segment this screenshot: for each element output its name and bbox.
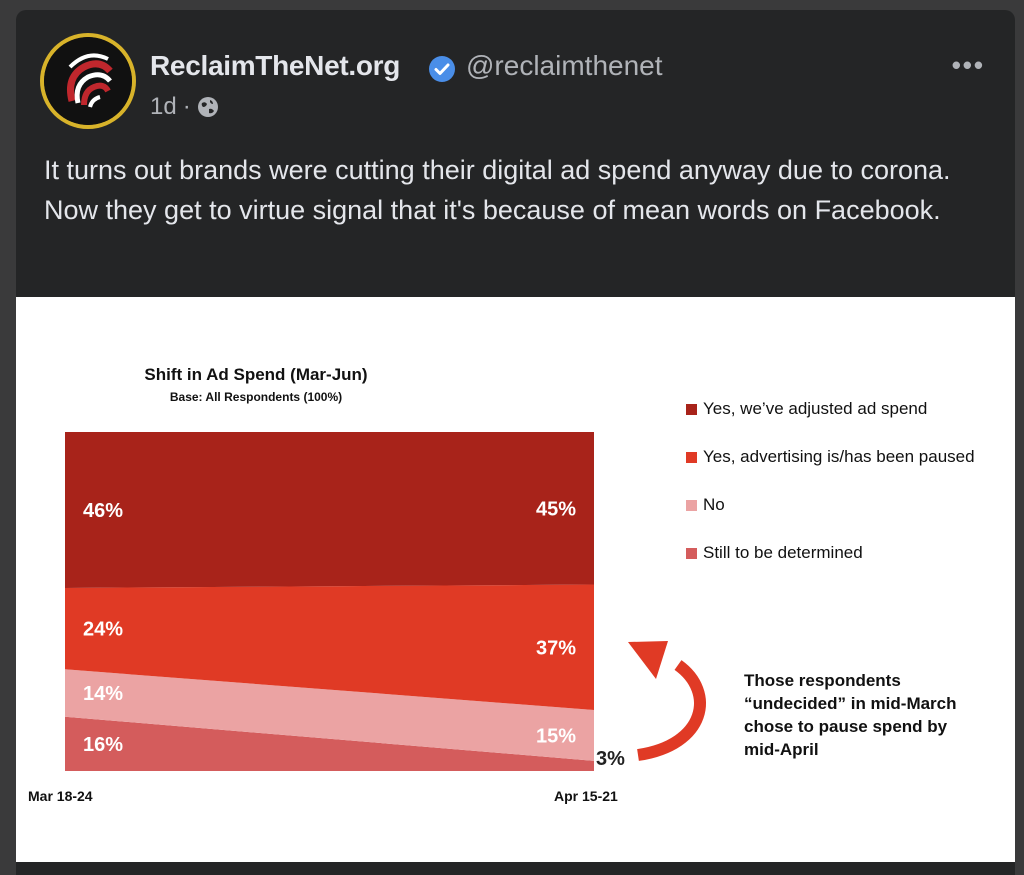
legend-swatch bbox=[686, 499, 697, 511]
arrow-head-icon bbox=[628, 641, 668, 679]
data-label: 3% bbox=[596, 748, 625, 770]
x-tick-label: Mar 18-24 bbox=[28, 788, 93, 804]
globe-icon bbox=[197, 97, 218, 117]
post-meta: 1d · bbox=[150, 93, 219, 121]
curved-arrow-icon bbox=[637, 660, 706, 761]
area-chart: 46% 45% 24% 37% 14% 15% 16% 3% Mar 18-24 Apr 15-2… bbox=[28, 432, 706, 804]
legend-swatch bbox=[686, 547, 697, 559]
chart-annotation: Those respondents “undecided” in mid-Mar… bbox=[744, 671, 957, 759]
data-label: 15% bbox=[536, 725, 576, 747]
author-name[interactable]: ReclaimTheNet.org bbox=[150, 50, 401, 81]
legend-label: No bbox=[703, 495, 725, 514]
card-footer-strip bbox=[16, 862, 1015, 875]
avatar[interactable] bbox=[40, 33, 136, 129]
post-text: It turns out brands were cutting their d… bbox=[44, 155, 951, 225]
data-label: 14% bbox=[83, 683, 123, 705]
data-label: 24% bbox=[83, 619, 123, 641]
legend-item: Still to be determined bbox=[686, 541, 975, 565]
data-label: 46% bbox=[83, 500, 123, 522]
logo-icon bbox=[44, 37, 132, 125]
post-card: ReclaimTheNet.org @reclaimthenet 1d · ••… bbox=[16, 10, 1015, 875]
chart-legend: Yes, we’ve adjusted ad spend Yes, advert… bbox=[686, 397, 975, 589]
legend-label: Yes, advertising is/has been paused bbox=[703, 447, 975, 466]
legend-item: No bbox=[686, 493, 975, 517]
legend-swatch bbox=[686, 403, 697, 415]
legend-item: Yes, advertising is/has been paused bbox=[686, 445, 975, 469]
chart-title: Shift in Ad Spend (Mar-Jun) bbox=[144, 365, 368, 384]
x-tick-label: Apr 15-21 bbox=[554, 788, 618, 804]
legend-swatch bbox=[686, 451, 697, 463]
legend-label: Yes, we’ve adjusted ad spend bbox=[703, 399, 928, 418]
data-label: 45% bbox=[536, 498, 576, 520]
legend-item: Yes, we’ve adjusted ad spend bbox=[686, 397, 975, 421]
more-options-icon[interactable]: ••• bbox=[951, 50, 985, 80]
area-band bbox=[65, 716, 594, 771]
author-handle[interactable]: @reclaimthenet bbox=[466, 50, 663, 81]
legend-label: Still to be determined bbox=[703, 543, 863, 562]
area-band bbox=[65, 669, 594, 761]
post-time[interactable]: 1d bbox=[150, 93, 177, 120]
area-band bbox=[65, 584, 594, 710]
verified-badge-icon bbox=[429, 56, 455, 82]
chart-subtitle: Base: All Respondents (100%) bbox=[169, 390, 343, 404]
post-image[interactable]: 46% 45% 24% 37% 14% 15% 16% 3% Mar 18-24 Apr 15-2… bbox=[16, 297, 1015, 862]
meta-separator: · bbox=[182, 93, 191, 120]
area-band bbox=[65, 432, 594, 588]
data-label: 37% bbox=[536, 637, 576, 659]
data-label: 16% bbox=[83, 734, 123, 756]
